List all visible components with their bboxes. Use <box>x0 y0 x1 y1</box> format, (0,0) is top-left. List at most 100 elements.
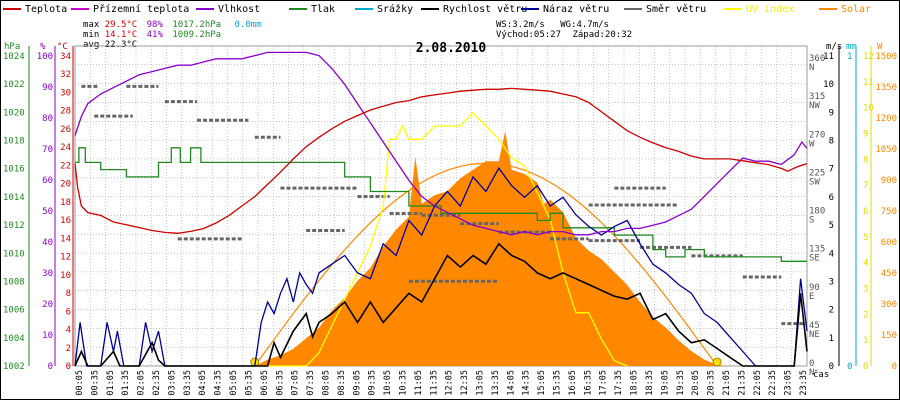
x-tick: 20:35 <box>707 370 717 396</box>
temp-tick: 28 <box>60 107 71 117</box>
stats-min-press: 1009.2hPa <box>172 30 222 40</box>
uv-tick: 12 <box>863 52 874 62</box>
x-tick: 18:05 <box>630 370 640 396</box>
hum-tick: 40 <box>42 238 53 248</box>
dir-tick-deg: 360 <box>809 54 825 64</box>
x-tick: 04:35 <box>214 370 224 396</box>
x-tick: 06:05 <box>260 370 270 396</box>
dir-tick-deg: 45 <box>809 321 820 331</box>
hum-tick: 10 <box>42 331 53 341</box>
dir-tick-compass: NW <box>809 101 820 111</box>
hum-tick: 100 <box>37 52 53 62</box>
x-tick: 07:05 <box>291 370 301 396</box>
x-tick: 13:35 <box>491 370 501 396</box>
x-axis-label: čas <box>813 369 829 380</box>
x-tick: 23:05 <box>784 370 794 396</box>
temperature-line <box>74 87 808 234</box>
dir-tick-deg: 225 <box>809 168 825 178</box>
legend-swatch <box>624 8 642 10</box>
legend-item-8: UV index <box>724 4 794 15</box>
uv-tick: 0 <box>863 362 868 372</box>
dir-tick-deg: 90 <box>809 283 820 293</box>
x-tick: 01:05 <box>106 370 116 396</box>
legend-swatch <box>724 8 742 10</box>
solar-tick: 600 <box>881 238 897 248</box>
x-tick: 08:05 <box>321 370 331 396</box>
stats-sunrise: Východ:05:27 <box>496 30 562 40</box>
uv-tick: 3 <box>863 285 868 295</box>
legend-item-0: Teplota <box>3 4 67 15</box>
uv-tick: 1 <box>863 336 868 346</box>
x-tick: 15:05 <box>537 370 547 396</box>
uv-tick: 11 <box>863 78 874 88</box>
legend-item-7: Směr větru <box>624 4 706 15</box>
legend-label: Tlak <box>311 4 336 15</box>
x-tick: 12:35 <box>460 370 470 396</box>
temp-tick: 20 <box>60 180 71 190</box>
temp-tick: 26 <box>60 125 71 135</box>
uv-index-line <box>254 111 628 367</box>
x-tick: 08:35 <box>337 370 347 396</box>
wind-tick: 3 <box>829 277 834 287</box>
solar-tick: 450 <box>881 269 897 279</box>
x-tick: 15:35 <box>553 370 563 396</box>
dir-tick-compass: S <box>809 216 814 226</box>
wind-tick: 4 <box>829 249 834 259</box>
uv-tick: 2 <box>863 310 868 320</box>
press-axis-unit: hPa <box>4 42 20 52</box>
x-tick: 13:05 <box>476 370 486 396</box>
legend-label: Vlhkost <box>218 4 261 15</box>
wind-tick: 8 <box>829 137 834 147</box>
solar-tick: 1350 <box>875 83 897 93</box>
chart-legend: Teplota Přízemní teplota Vlhkost Tlak Srážky… <box>3 4 897 18</box>
legend-item-4: Srážky <box>355 4 413 15</box>
solar-tick: 1500 <box>875 52 897 62</box>
temp-tick: 32 <box>60 70 71 80</box>
x-tick: 19:35 <box>676 370 686 396</box>
wind-tick: 6 <box>829 193 834 203</box>
wind-tick: 9 <box>829 108 834 118</box>
pressure-line <box>75 147 807 262</box>
legend-label: UV index <box>746 4 795 15</box>
legend-swatch <box>819 8 837 10</box>
uv-tick: 7 <box>863 181 868 191</box>
temp-tick: 24 <box>60 143 71 153</box>
legend-swatch <box>196 8 214 10</box>
stats-min-temp: 14.1°C <box>104 30 138 40</box>
x-tick: 05:35 <box>244 370 254 396</box>
wind-gust-line <box>74 166 808 367</box>
temp-tick: 34 <box>60 52 71 62</box>
wind-speed-line <box>74 242 808 367</box>
temp-tick: 0 <box>66 362 71 372</box>
x-tick: 03:35 <box>183 370 193 396</box>
dir-tick-compass: NE <box>809 330 820 340</box>
humidity-line <box>74 51 808 236</box>
legend-item-9: Solar <box>819 4 871 15</box>
press-tick: 1006 <box>3 306 25 316</box>
press-tick: 1024 <box>3 52 25 62</box>
stats-rain: 0.0mm <box>234 20 262 30</box>
press-tick: 1012 <box>3 221 25 231</box>
temp-tick: 16 <box>60 216 71 226</box>
temp-tick: 22 <box>60 161 71 171</box>
temp-tick: 18 <box>60 198 71 208</box>
dir-tick-deg: 0 <box>809 359 814 369</box>
stats-min-hum: 41% <box>146 30 163 40</box>
stats-avg-label: avg <box>83 40 100 50</box>
legend-label: Přízemní teplota <box>93 4 190 15</box>
stats-avg-temp: 22.3°C <box>104 40 138 50</box>
hum-tick: 20 <box>42 300 53 310</box>
stats-min-row: min 14.1°C 41% 1009.2hPa <box>83 30 221 40</box>
x-tick: 11:35 <box>429 370 439 396</box>
legend-label: Rychlost větru <box>443 4 528 15</box>
x-tick: 07:35 <box>306 370 316 396</box>
x-tick: 23:35 <box>799 370 809 396</box>
dir-tick-compass: N <box>809 63 814 73</box>
press-tick: 1010 <box>3 249 25 259</box>
solar-axis-unit: W <box>877 42 883 52</box>
stats-sun-row: Východ:05:27 Západ:20:32 <box>496 30 632 40</box>
hum-axis-unit: % <box>40 42 46 52</box>
stats-ws: WS:3.2m/s <box>496 20 545 30</box>
